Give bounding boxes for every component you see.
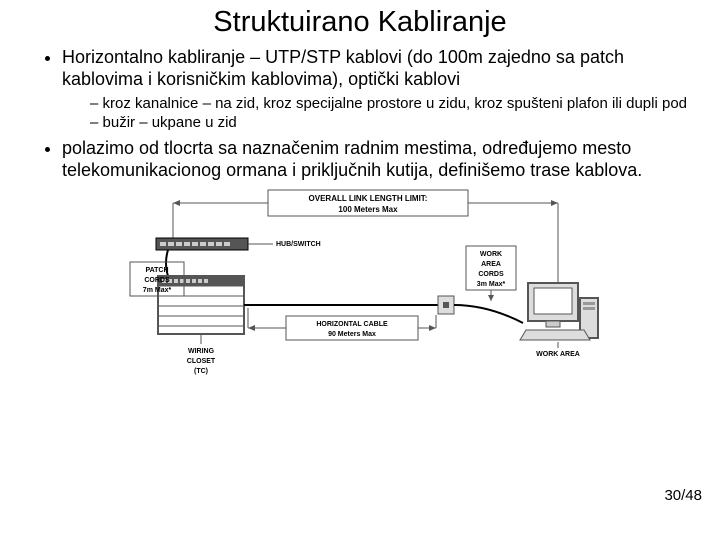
closet-l2: CLOSET — [187, 358, 216, 365]
patch-l3: 7m Max* — [143, 287, 172, 294]
page-number: 30/48 — [664, 487, 702, 504]
horiz-l1: HORIZONTAL CABLE — [316, 321, 388, 328]
patch-l1: PATCH — [145, 267, 168, 274]
work-l2: AREA — [481, 261, 501, 268]
closet-l1: WIRING — [188, 348, 215, 355]
overall-line1: OVERALL LINK LENGTH LIMIT: — [309, 194, 428, 203]
cabling-diagram: OVERALL LINK LENGTH LIMIT: 100 Meters Ma… — [128, 188, 608, 378]
hubswitch-label: HUB/SWITCH — [276, 241, 321, 248]
bullet-1b: bužir – ukpane u zid — [90, 114, 692, 133]
bullet-1a: kroz kanalnice – na zid, kroz specijalne… — [90, 95, 692, 114]
work-l1: WORK — [480, 251, 502, 258]
work-l3: CORDS — [478, 271, 504, 278]
bullet-1: Horizontalno kabliranje – UTP/STP kablov… — [62, 47, 692, 132]
bullet-2: polazimo od tlocrta sa naznačenim radnim… — [62, 138, 692, 182]
patch-l2: CORDS — [144, 277, 170, 284]
content-area: Horizontalno kabliranje – UTP/STP kablov… — [0, 39, 720, 378]
workarea-label: WORK AREA — [536, 351, 580, 358]
overall-line2: 100 Meters Max — [338, 205, 398, 214]
slide-title: Struktuirano Kabliranje — [0, 0, 720, 39]
work-l4: 3m Max* — [477, 281, 506, 288]
closet-l3: (TC) — [194, 368, 208, 375]
bullet-1-text: Horizontalno kabliranje – UTP/STP kablov… — [62, 47, 624, 89]
horiz-l2: 90 Meters Max — [328, 331, 376, 338]
